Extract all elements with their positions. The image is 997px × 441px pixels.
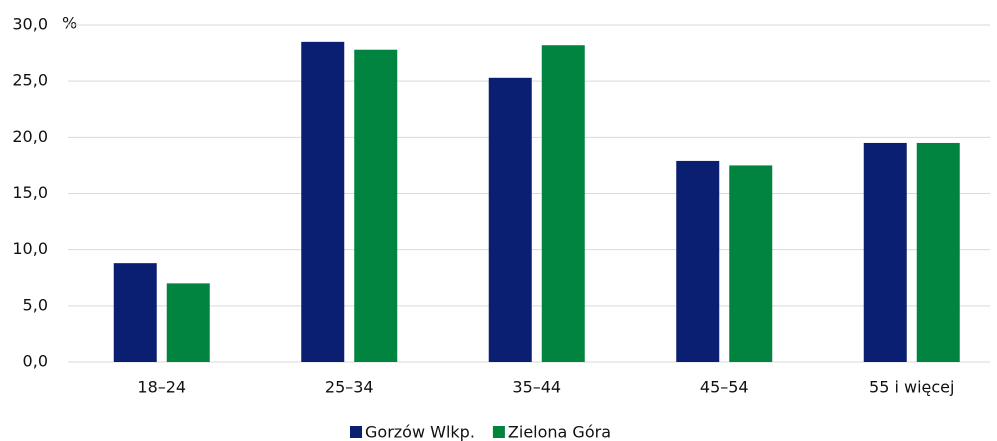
- y-tick-label: 20,0: [12, 127, 48, 146]
- y-tick-label: 0,0: [23, 352, 48, 371]
- y-tick-label: 30,0: [12, 15, 48, 34]
- bar: [166, 283, 210, 362]
- bar: [676, 160, 720, 362]
- y-tick-label: 25,0: [12, 71, 48, 90]
- legend-swatch: [492, 426, 505, 438]
- y-tick-label: 15,0: [12, 183, 48, 202]
- bar: [113, 263, 157, 362]
- bar: [729, 165, 773, 362]
- y-tick-label: 10,0: [12, 239, 48, 258]
- legend-label: Gorzów Wlkp.: [365, 423, 475, 441]
- x-tick-label: 25–34: [325, 378, 374, 397]
- y-tick-label: 5,0: [23, 295, 48, 314]
- bar: [354, 49, 398, 363]
- bar: [863, 142, 907, 362]
- bar: [301, 41, 345, 362]
- x-tick-label: 45–54: [700, 378, 749, 397]
- legend-swatch: [350, 426, 362, 438]
- bar: [916, 142, 960, 362]
- bar: [488, 77, 532, 363]
- x-tick-label: 35–44: [512, 378, 561, 397]
- x-tick-label: 55 i więcej: [869, 378, 954, 397]
- x-tick-label: 18–24: [137, 378, 186, 397]
- y-unit: %: [62, 14, 77, 33]
- legend-label: Zielona Góra: [508, 423, 611, 441]
- bar: [541, 45, 585, 362]
